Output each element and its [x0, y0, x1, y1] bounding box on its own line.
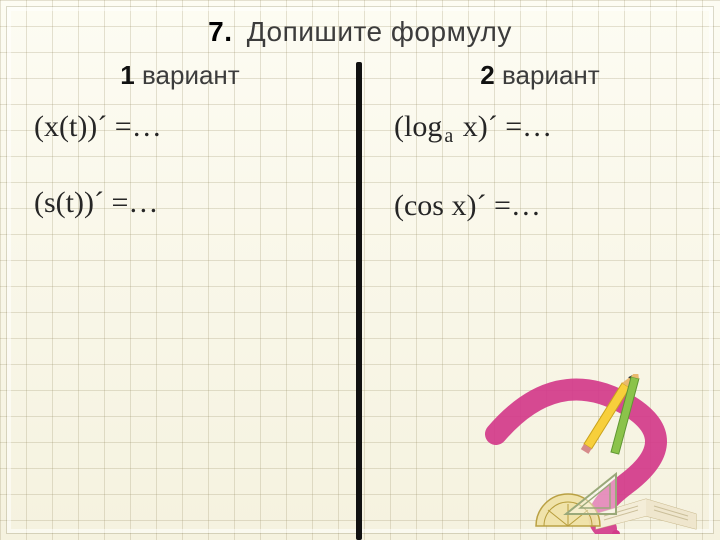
variant-1-column: 1 вариант (x(t))´ =… (s(t))´ =…	[0, 56, 360, 540]
title-number: 7.	[208, 16, 232, 47]
columns: 1 вариант (x(t))´ =… (s(t))´ =… 2 вариан…	[0, 56, 720, 540]
variant-1-number: 1	[120, 60, 134, 90]
variant-1-header: 1 вариант	[0, 60, 360, 91]
variant-2-label: вариант	[502, 60, 600, 90]
formula-xt: (x(t))´ =…	[34, 109, 360, 145]
formula-log-suffix: x)´ =…	[455, 110, 552, 143]
title-text: Допишите формулу	[247, 16, 512, 47]
formula-cos: (cos x)´ =…	[394, 188, 720, 224]
formula-log: (loga x)´ =…	[394, 109, 720, 148]
slide: 7. Допишите формулу 1 вариант (x(t))´ =……	[0, 0, 720, 540]
formula-st: (s(t))´ =…	[34, 185, 360, 221]
formula-log-prefix: (log	[394, 110, 442, 143]
formula-log-subscript: a	[442, 125, 455, 147]
variant-1-label: вариант	[142, 60, 240, 90]
page-title: 7. Допишите формулу	[0, 16, 720, 48]
variant-2-number: 2	[480, 60, 494, 90]
variant-2-column: 2 вариант (loga x)´ =… (cos x)´ =…	[360, 56, 720, 540]
variant-2-header: 2 вариант	[360, 60, 720, 91]
